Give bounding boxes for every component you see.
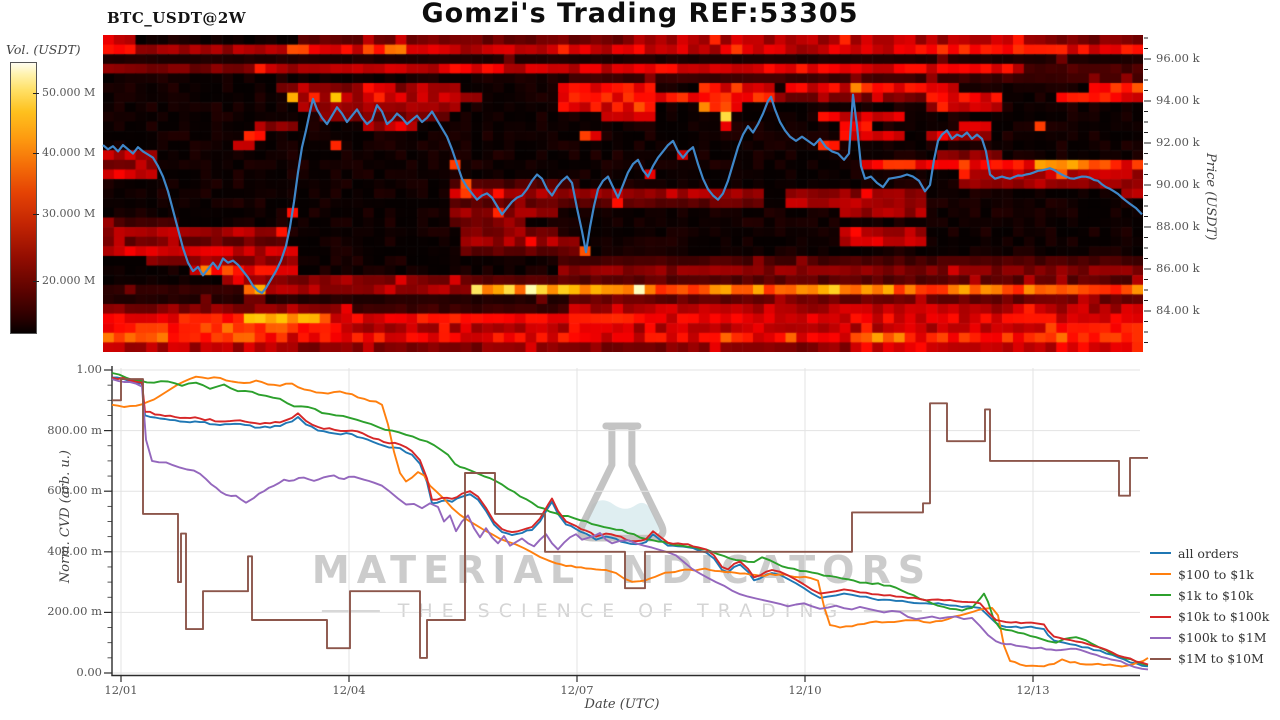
series-line--1m-to-10m <box>112 378 1148 659</box>
watermark-tagline: THE SCIENCE OF TRADING <box>397 600 847 622</box>
colorbar-tick-mark <box>33 213 39 215</box>
date-axis-title: Date (UTC) <box>584 697 660 712</box>
price-tick-label: 92.00 k <box>1156 135 1200 149</box>
legend-swatch-all-orders <box>1150 552 1171 554</box>
legend-swatch--10k-to-100k <box>1150 615 1171 618</box>
watermark-tagline-row: THE SCIENCE OF TRADING <box>321 600 923 622</box>
cvd-axis-title: Norm. CVD (arb. u.) <box>58 450 73 584</box>
watermark-dash-right <box>864 610 923 612</box>
legend-label--10k-to-100k: $10k to $100k <box>1178 609 1270 625</box>
colorbar-tick-mark <box>33 280 39 282</box>
colorbar-tick-label: 30.000 M <box>42 206 96 220</box>
colorbar-tick-label: 20.000 M <box>42 273 96 287</box>
cvd-tick-label: 800.00 m <box>47 422 102 437</box>
legend-item--10k-to-100k: $10k to $100k <box>1150 609 1270 625</box>
symbol-label: BTC_USDT@2W <box>107 9 247 27</box>
colorbar-tick-mark <box>33 93 39 94</box>
legend-label--100-to-1k: $100 to $1k <box>1178 566 1254 582</box>
price-tick-label: 90.00 k <box>1156 177 1200 191</box>
legend-item--100-to-1k: $100 to $1k <box>1150 566 1269 582</box>
cvd-tick-label: 600.00 m <box>47 483 102 498</box>
watermark-brand: MATERIAL INDICATORS <box>311 548 933 592</box>
series-line--100k-to-1m <box>111 378 1149 671</box>
legend-swatch--100-to-1k <box>1150 573 1171 576</box>
colorbar-tick-label: 50.000 M <box>42 86 96 99</box>
legend-label-all-orders: all orders <box>1178 545 1239 561</box>
date-tick-label: 12/13 <box>1016 683 1050 697</box>
legend-item--1k-to-10k: $1k to $10k <box>1150 587 1269 603</box>
legend-label--100k-to-1m: $100k to $1M <box>1178 630 1267 646</box>
series-line-all-orders <box>111 376 1149 668</box>
legend-label--1m-to-10m: $1M to $10M <box>1178 651 1264 667</box>
series-line--1k-to-10k <box>111 372 1149 667</box>
colorbar-tick-mark <box>33 153 39 155</box>
date-tick-label: 12/04 <box>332 683 366 697</box>
cvd-tick-label: 0.00 <box>76 665 102 679</box>
colorbar-title: Vol. (USDT) <box>6 42 81 57</box>
price-tick-label: 88.00 k <box>1156 219 1200 233</box>
series-line--10k-to-100k <box>111 376 1149 666</box>
legend-swatch--1k-to-10k <box>1150 594 1171 597</box>
orderbook-heatmap <box>103 35 1143 352</box>
legend-item--1m-to-10m: $1M to $10M <box>1150 651 1269 667</box>
date-tick-label: 12/01 <box>104 683 138 697</box>
legend-label--1k-to-10k: $1k to $10k <box>1178 587 1254 603</box>
page-title: Gomzi's Trading REF:53305 <box>421 0 859 29</box>
date-tick-label: 12/07 <box>560 683 594 697</box>
cvd-tick-label: 1.00 <box>76 362 102 376</box>
price-tick-label: 86.00 k <box>1156 261 1200 275</box>
price-axis-title: Price (USDT) <box>1203 153 1218 241</box>
colorbar-tick-label: 40.000 M <box>42 146 96 160</box>
watermark-dash-left <box>321 610 380 612</box>
legend-item-all-orders: all orders <box>1150 545 1269 561</box>
cvd-tick-label: 400.00 m <box>47 543 102 558</box>
legend: all orders $100 to $1k $1k to $10k $10k to … <box>1150 546 1269 666</box>
series-line--100-to-1k <box>111 375 1149 668</box>
cvd-tick-label: 200.00 m <box>47 604 102 619</box>
price-tick-label: 96.00 k <box>1156 51 1200 65</box>
date-tick-label: 12/10 <box>788 683 822 697</box>
price-tick-label: 94.00 k <box>1156 93 1200 107</box>
price-tick-label: 84.00 k <box>1156 303 1200 317</box>
colorbar-gradient <box>10 62 37 334</box>
legend-swatch--1m-to-10m <box>1150 657 1171 660</box>
watermark: MATERIAL INDICATORS THE SCIENCE OF TRADI… <box>312 420 932 622</box>
flask-icon <box>577 422 667 542</box>
legend-swatch--100k-to-1m <box>1150 636 1171 639</box>
legend-item--100k-to-1m: $100k to $1M <box>1150 630 1269 646</box>
